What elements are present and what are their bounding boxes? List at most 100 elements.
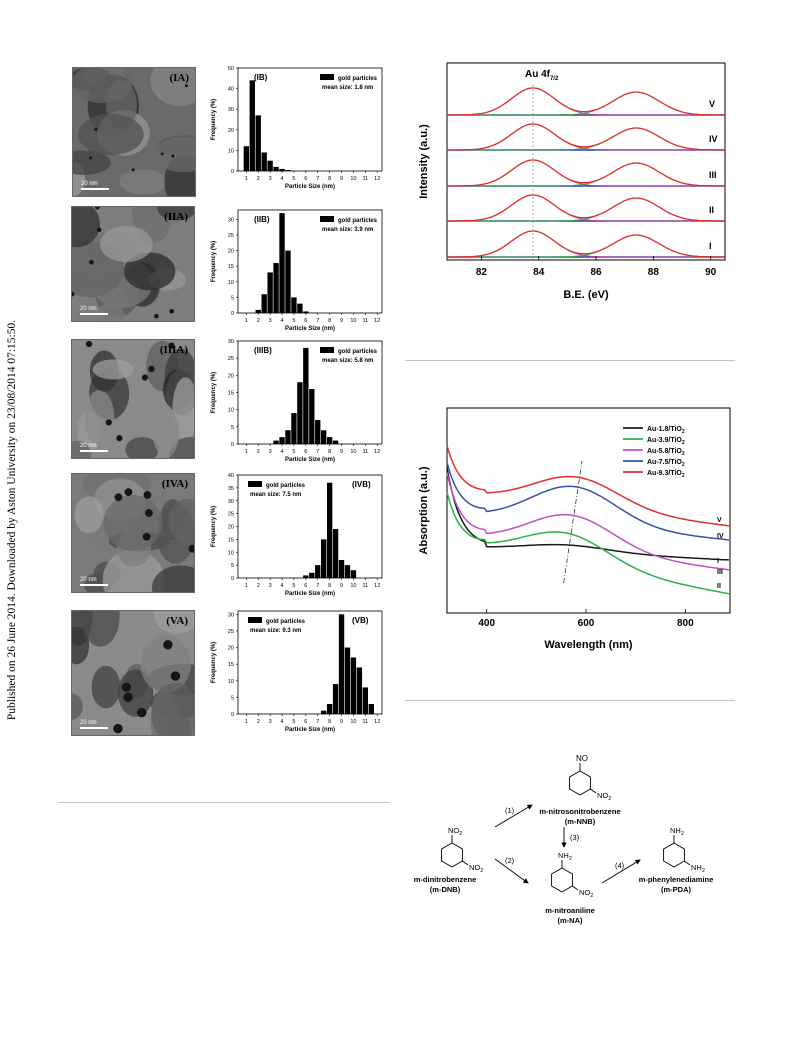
x-tick-label: 6 [304, 719, 307, 725]
y-tick-label: 10 [228, 148, 234, 154]
m-dnb-structure: NO2 NO2 [441, 826, 483, 874]
x-tick-label: 12 [374, 176, 380, 182]
x-tick-label: 9 [340, 318, 343, 324]
xps-row-label: V [709, 99, 715, 109]
nnb-abbr: (m-NNB) [565, 817, 596, 826]
histogram-bar [261, 294, 267, 313]
scale-label: 20 nm [80, 720, 97, 726]
y-tick-label: 30 [228, 339, 234, 345]
mean-size-label: mean size: 7.5 nm [250, 492, 301, 498]
y-tick-label: 30 [228, 612, 234, 618]
histogram-bar [344, 565, 351, 578]
histogram-bar [332, 529, 339, 578]
divider [405, 700, 735, 701]
x-tick-label: 8 [328, 176, 331, 182]
y-tick-label: 10 [228, 280, 234, 286]
legend-swatch [320, 347, 334, 353]
nh2-label: NH2 [691, 863, 705, 874]
step2-label: (2) [505, 856, 515, 865]
x-tick-label: 3 [269, 176, 272, 182]
xps-peak-label: Au 4f7/2 [525, 69, 559, 82]
x-tick-label: 11 [362, 583, 368, 589]
uvvis-spectrum [446, 492, 730, 595]
x-tick-label: 7 [316, 719, 319, 725]
histogram-bar [303, 347, 309, 444]
publication-sidebar: Published on 26 June 2014. Downloaded by… [2, 280, 22, 760]
x-tick-label: 10 [350, 318, 356, 324]
legend-label: gold particles [338, 76, 378, 82]
y-tick-label: 15 [228, 264, 234, 270]
dnb-abbr: (m-DNB) [430, 885, 461, 894]
scale-bar [80, 450, 108, 452]
x-tick-label: 6 [304, 318, 307, 324]
y-axis-label: Intensity (a.u.) [418, 124, 430, 199]
xps-row-label: III [709, 170, 717, 180]
xps-envelope [447, 159, 725, 187]
x-tick-label: 3 [269, 449, 272, 455]
x-tick-label: 8 [328, 449, 331, 455]
histogram-bar [368, 704, 374, 714]
histogram-bar [291, 297, 297, 313]
x-tick-label: 4 [281, 318, 284, 324]
x-tick-label: 7 [316, 449, 319, 455]
xps-fit-4f72 [447, 230, 725, 258]
na-abbr: (m-NA) [558, 916, 583, 925]
no2-label: NO2 [448, 826, 462, 837]
histogram-panel-label: (IIIB) [254, 346, 272, 355]
uvvis-figure: Au-1.8/TiO2 Au-3.9/TiO2 Au-5.8/TiO2 Au-7.5/… [418, 407, 731, 651]
step1-label: (1) [505, 806, 515, 815]
plot-frame [237, 474, 383, 579]
xps-fit-4f72 [447, 123, 725, 151]
tem-panel-label: (IA) [169, 72, 189, 84]
x-axis-label: Particle Size (nm) [285, 326, 335, 332]
particle-size-histogram: 1 2 3 4 5 6 7 8 9 10 11 120510152025303540Particle … [211, 473, 383, 597]
y-tick-label: 30 [228, 107, 234, 113]
uvvis-spectrum [446, 467, 730, 561]
x-tick-label: 6 [304, 176, 307, 182]
legend-entry: Au-9.3/TiO2 [647, 470, 685, 479]
histogram-bar [344, 647, 351, 714]
x-tick-label: 11 [362, 176, 368, 182]
histogram-bar [273, 166, 279, 171]
x-tick-label: 2 [257, 318, 260, 324]
y-tick-label: 15 [228, 662, 234, 668]
x-axis-label: Particle Size (nm) [285, 457, 335, 463]
xps-envelope [447, 123, 725, 151]
histogram-bar [321, 710, 327, 714]
histogram-bar [338, 559, 345, 578]
x-tick-label: 7 [316, 318, 319, 324]
x-tick-label: 9 [340, 583, 343, 589]
nh2-label: NH2 [558, 851, 572, 862]
histogram-bar [249, 80, 255, 171]
y-tick-label: 0 [231, 576, 234, 582]
y-axis-label: Frequency (%) [211, 506, 217, 547]
legend-swatch [248, 617, 262, 623]
x-axis-label: Particle Size (nm) [285, 727, 335, 733]
y-axis-label: Frequency (%) [211, 99, 217, 140]
histogram-bar [309, 572, 315, 578]
x-tick-label: 800 [677, 618, 694, 629]
x-tick-label: 90 [705, 267, 717, 278]
x-tick-label: 12 [374, 449, 380, 455]
x-tick-label: 2 [257, 449, 260, 455]
x-tick-label: 8 [328, 318, 331, 324]
x-tick-label: 9 [340, 449, 343, 455]
histogram-bar [279, 168, 285, 171]
y-tick-label: 0 [231, 169, 234, 175]
x-tick-label: 400 [478, 618, 495, 629]
step3-label: (3) [570, 833, 580, 842]
y-tick-label: 25 [228, 629, 234, 635]
tem-panel-label: (IIIA) [159, 344, 188, 356]
y-tick-label: 20 [228, 249, 234, 255]
histogram-bar [273, 263, 279, 313]
plot-frame [237, 67, 383, 172]
x-tick-label: 8 [328, 583, 331, 589]
plot-frame [446, 62, 726, 261]
y-tick-label: 25 [228, 233, 234, 239]
m-pda-structure: NH2 NH2 [663, 826, 705, 874]
scale-bar [80, 584, 108, 586]
histogram-bar [279, 437, 285, 444]
y-tick-label: 50 [228, 66, 234, 72]
